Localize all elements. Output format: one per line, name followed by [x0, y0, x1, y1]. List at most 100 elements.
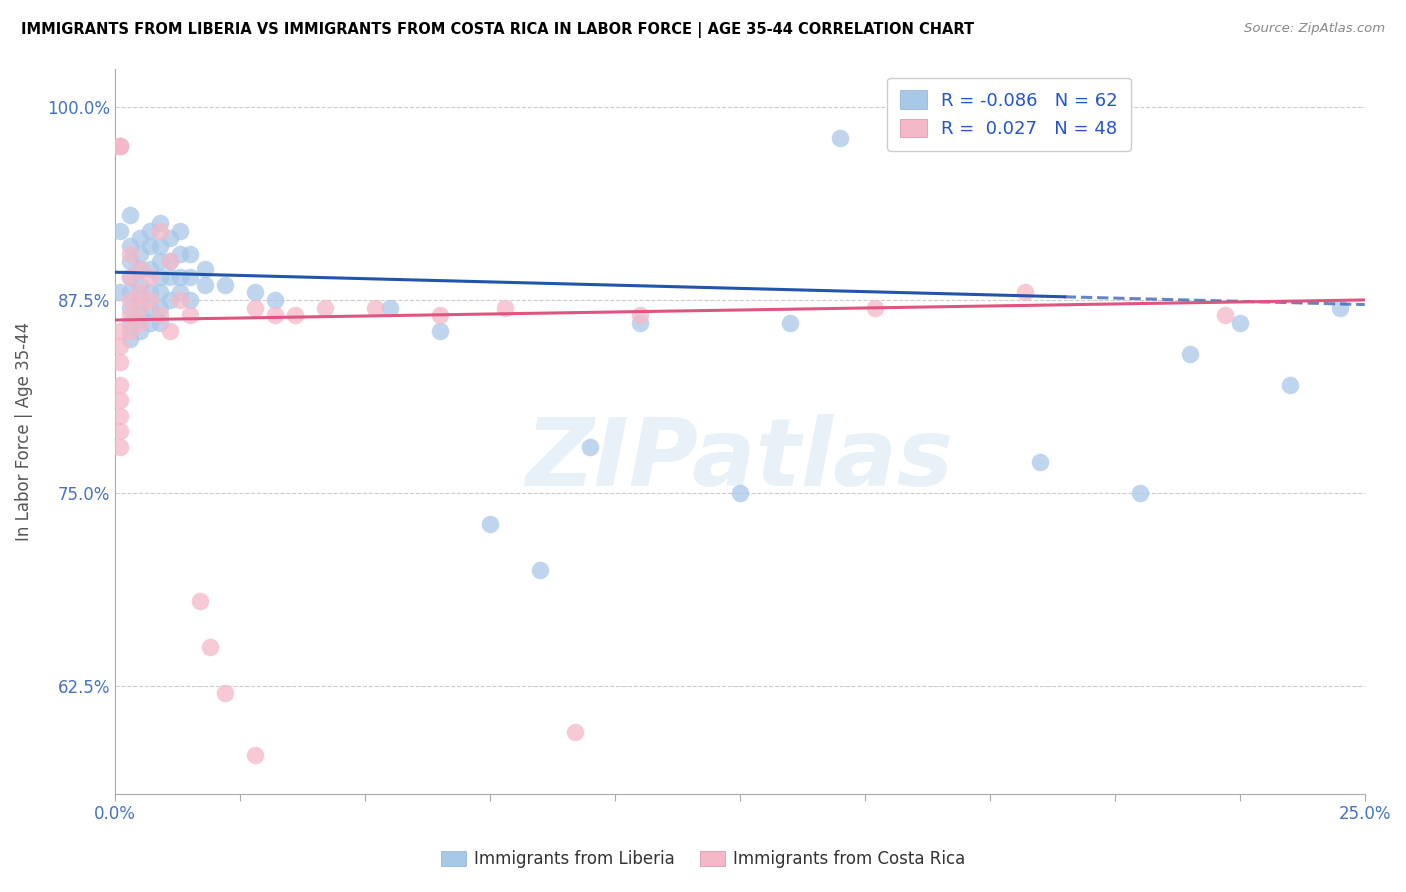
Point: [1014, 285, 1036, 300]
Point: [863, 301, 886, 315]
Point: [128, 246, 150, 260]
Point: [108, 377, 131, 392]
Point: [108, 138, 131, 153]
Point: [159, 324, 181, 338]
Point: [139, 262, 162, 277]
Point: [128, 301, 150, 315]
Point: [149, 216, 172, 230]
Text: Source: ZipAtlas.com: Source: ZipAtlas.com: [1244, 22, 1385, 36]
Point: [1213, 309, 1236, 323]
Point: [529, 563, 551, 577]
Point: [263, 293, 285, 307]
Point: [378, 301, 401, 315]
Point: [214, 277, 236, 292]
Point: [108, 285, 131, 300]
Point: [118, 324, 141, 338]
Point: [149, 254, 172, 268]
Point: [118, 208, 141, 222]
Legend: Immigrants from Liberia, Immigrants from Costa Rica: Immigrants from Liberia, Immigrants from…: [434, 844, 972, 875]
Point: [243, 285, 266, 300]
Point: [108, 424, 131, 438]
Point: [139, 316, 162, 330]
Point: [578, 440, 600, 454]
Point: [118, 332, 141, 346]
Point: [139, 269, 162, 284]
Point: [149, 316, 172, 330]
Point: [169, 269, 191, 284]
Point: [194, 277, 217, 292]
Point: [188, 594, 211, 608]
Point: [263, 309, 285, 323]
Point: [243, 748, 266, 763]
Point: [478, 516, 501, 531]
Point: [118, 269, 141, 284]
Point: [128, 285, 150, 300]
Legend: R = -0.086   N = 62, R =  0.027   N = 48: R = -0.086 N = 62, R = 0.027 N = 48: [887, 78, 1130, 151]
Point: [139, 223, 162, 237]
Point: [169, 293, 191, 307]
Point: [728, 485, 751, 500]
Point: [128, 324, 150, 338]
Point: [108, 354, 131, 368]
Point: [179, 293, 201, 307]
Point: [494, 301, 516, 315]
Point: [128, 277, 150, 292]
Point: [118, 239, 141, 253]
Point: [1229, 316, 1251, 330]
Point: [128, 231, 150, 245]
Point: [159, 231, 181, 245]
Point: [149, 285, 172, 300]
Point: [194, 262, 217, 277]
Point: [118, 269, 141, 284]
Point: [179, 269, 201, 284]
Point: [1029, 455, 1052, 469]
Point: [108, 409, 131, 423]
Point: [149, 309, 172, 323]
Point: [628, 309, 651, 323]
Point: [118, 285, 141, 300]
Point: [118, 301, 141, 315]
Point: [159, 293, 181, 307]
Point: [118, 246, 141, 260]
Text: ZIPatlas: ZIPatlas: [526, 414, 953, 506]
Point: [128, 309, 150, 323]
Point: [108, 339, 131, 353]
Point: [169, 223, 191, 237]
Point: [108, 393, 131, 408]
Point: [108, 138, 131, 153]
Point: [628, 316, 651, 330]
Point: [159, 254, 181, 268]
Point: [179, 309, 201, 323]
Point: [108, 223, 131, 237]
Point: [128, 262, 150, 277]
Point: [139, 285, 162, 300]
Point: [284, 309, 307, 323]
Point: [429, 324, 451, 338]
Point: [139, 301, 162, 315]
Point: [118, 254, 141, 268]
Point: [564, 725, 586, 739]
Point: [159, 254, 181, 268]
Point: [243, 301, 266, 315]
Point: [139, 239, 162, 253]
Point: [779, 316, 801, 330]
Point: [429, 309, 451, 323]
Point: [149, 223, 172, 237]
Point: [139, 293, 162, 307]
Point: [118, 316, 141, 330]
Point: [128, 262, 150, 277]
Point: [169, 285, 191, 300]
Point: [1329, 301, 1351, 315]
Point: [169, 246, 191, 260]
Point: [314, 301, 336, 315]
Point: [1129, 485, 1152, 500]
Point: [1178, 347, 1201, 361]
Point: [118, 309, 141, 323]
Point: [1278, 377, 1301, 392]
Point: [149, 269, 172, 284]
Point: [179, 246, 201, 260]
Point: [214, 686, 236, 700]
Point: [159, 269, 181, 284]
Point: [828, 131, 851, 145]
Y-axis label: In Labor Force | Age 35-44: In Labor Force | Age 35-44: [15, 321, 32, 541]
